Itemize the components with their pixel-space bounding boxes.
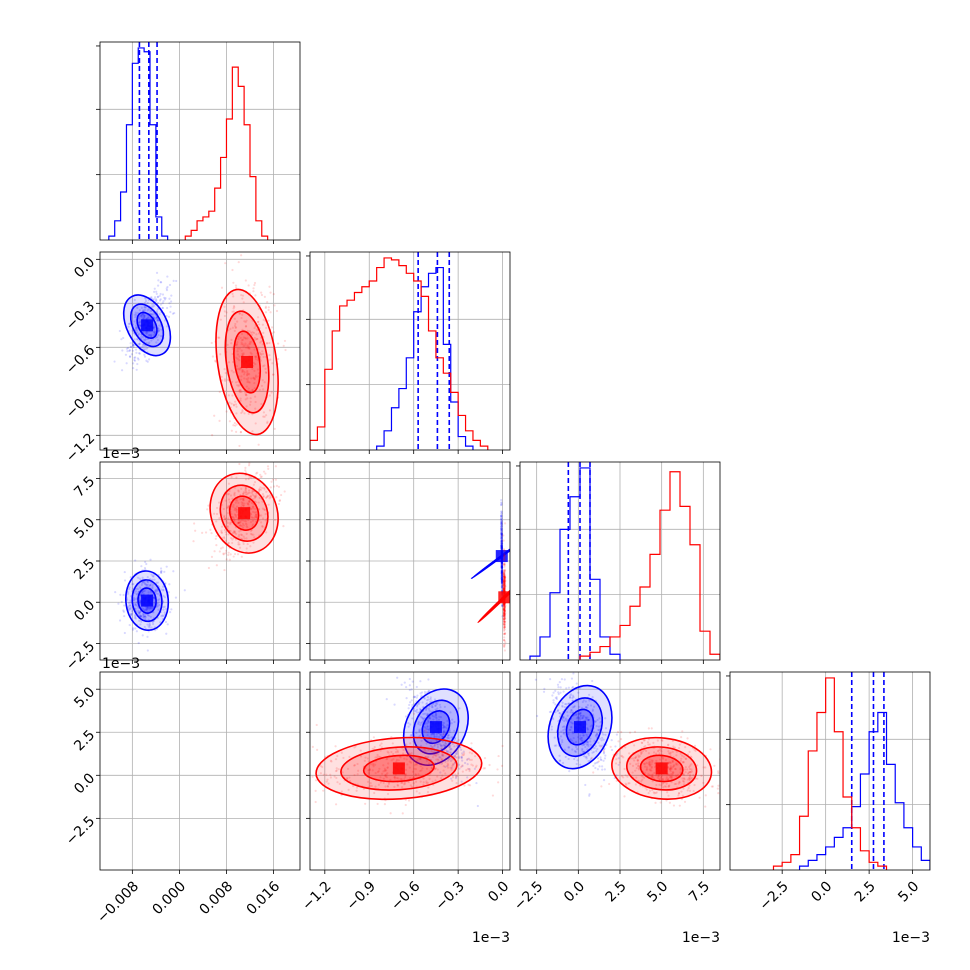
y-tick-label: 0.0: [71, 770, 98, 797]
density-peak: [141, 594, 154, 607]
density-peak: [238, 507, 251, 520]
histogram-series-1: [184, 66, 269, 240]
x-tick-label: 5.0: [895, 878, 922, 905]
histogram-series-0: [798, 711, 930, 870]
y-tick-label: 0.0: [71, 254, 98, 281]
y-tick-label: −0.9: [63, 386, 98, 421]
scatter-points-0: [499, 498, 504, 618]
panel-frame: [99, 251, 301, 451]
scatter-points-1: [0, 635, 970, 737]
histogram-series-1: [772, 677, 888, 870]
y-tick-label: 2.5: [71, 556, 98, 583]
x-tick-label: −0.008: [94, 878, 142, 926]
x-tick-label: −0.3: [433, 878, 468, 913]
panel-frame: [99, 41, 301, 241]
x-tick-label: 0.000: [150, 878, 190, 918]
scatter-panel-2-0: [96, 461, 301, 664]
density-peak: [429, 721, 442, 734]
density-peak: [498, 591, 510, 604]
histogram-panel-2: [516, 461, 721, 664]
y-tick-label: 2.5: [71, 727, 98, 754]
x-tick-label: 0.0: [808, 878, 835, 905]
density-peak: [655, 762, 668, 775]
histogram-panel-0: [96, 41, 301, 244]
x-tick-label: 7.5: [686, 878, 713, 905]
x-tick-label: 2.5: [852, 878, 879, 905]
panel-frame: [309, 671, 511, 871]
y-tick-label: −0.6: [63, 342, 98, 377]
y-tick-label: 5.0: [71, 684, 98, 711]
x-offset-label: 1e−3: [472, 930, 510, 946]
x-tick-label: −2.5: [757, 878, 792, 913]
histogram-series-0: [529, 467, 621, 660]
x-tick-label: −1.2: [299, 878, 334, 913]
density-peak: [574, 721, 586, 734]
x-tick-label: 0.0: [561, 878, 588, 905]
panel-frame: [309, 251, 511, 451]
x-tick-label: 2.5: [603, 878, 630, 905]
panel-frame: [729, 671, 931, 871]
density-peak: [495, 550, 508, 563]
histogram-series-1: [310, 257, 489, 450]
x-offset-label: 1e−3: [682, 930, 720, 946]
y-tick-label: −2.5: [63, 813, 98, 848]
density-peak: [241, 356, 254, 368]
scatter-panel-3-1: [306, 671, 511, 874]
x-offset-label: 1e−3: [892, 930, 930, 946]
scatter-panel-3-0: [0, 635, 970, 874]
scatter-points-1: [210, 254, 287, 450]
x-tick-label: −2.5: [511, 878, 546, 913]
y-tick-label: 5.0: [71, 515, 98, 542]
x-tick-label: −0.6: [388, 878, 423, 913]
scatter-panel-2-1: [306, 461, 511, 664]
x-tick-label: 0.016: [244, 878, 284, 918]
y-offset-label: 1e−3: [102, 656, 140, 672]
y-tick-label: −2.5: [63, 638, 98, 673]
density-peak: [141, 319, 154, 332]
histogram-panel-1: [306, 251, 511, 454]
histogram-panel-3: [726, 671, 931, 874]
y-offset-label: 1e−3: [102, 446, 140, 462]
panel-frame: [99, 671, 301, 871]
histogram-series-1: [579, 471, 720, 660]
density-peak: [392, 762, 405, 775]
scatter-panel-3-2: [516, 671, 721, 874]
y-tick-label: −1.2: [63, 430, 98, 465]
histogram-series-0: [108, 47, 169, 240]
x-tick-label: 5.0: [644, 878, 671, 905]
y-tick-label: 7.5: [71, 473, 98, 500]
scatter-panel-1-0: [96, 251, 301, 454]
histogram-series-0: [376, 266, 474, 450]
y-tick-label: −0.3: [63, 298, 98, 333]
x-tick-label: 0.0: [485, 878, 512, 905]
x-tick-label: −0.9: [344, 878, 379, 913]
y-tick-label: 0.0: [71, 597, 98, 624]
x-tick-label: 0.008: [197, 878, 237, 918]
